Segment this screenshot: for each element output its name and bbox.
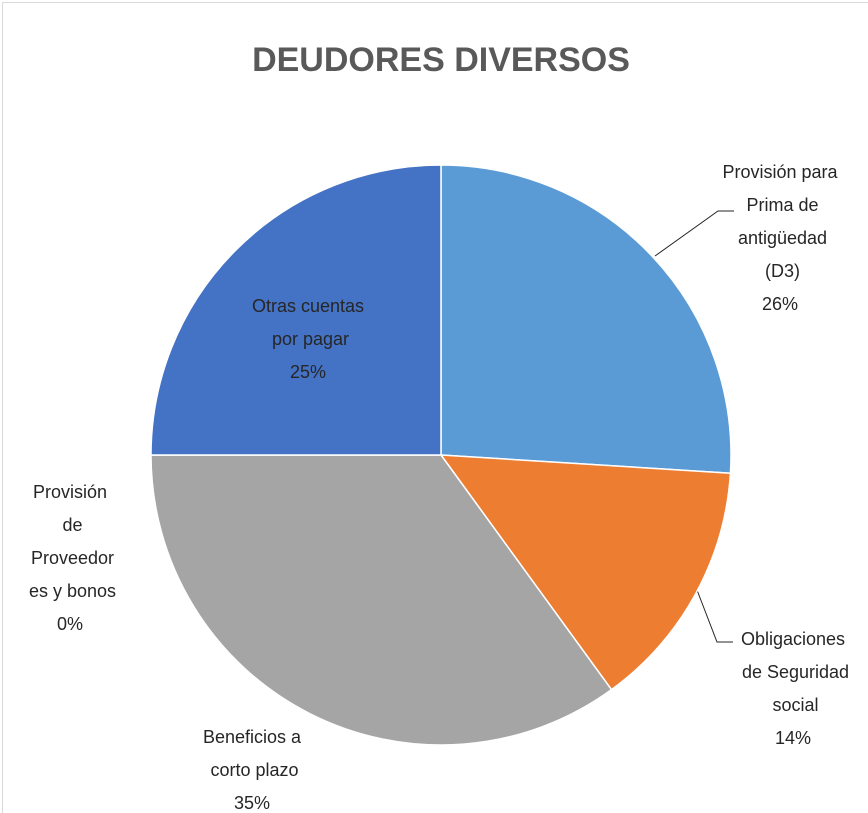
value-label: 14% [775, 728, 811, 748]
slice-label: Provisión para Prima de antigüedad (D3) [722, 162, 838, 281]
pie-slice [439, 454, 732, 691]
label-line: Provisión [33, 482, 107, 502]
label-line: Proveedor [26, 548, 114, 568]
value-label: 35% [234, 793, 270, 813]
pie-slice [150, 454, 613, 746]
label-line: Prima de [741, 195, 818, 215]
label-line: de [57, 515, 82, 535]
slice-label: Otras cuentas por pagar [252, 296, 364, 349]
label-line: (D3) [760, 261, 800, 281]
label-line: corto plazo [205, 760, 298, 780]
pie-slice [150, 164, 442, 456]
label-line: por pagar [267, 329, 349, 349]
slice-label: Provisión de Proveedor es y bonos [24, 482, 116, 601]
label-line: de Seguridad [737, 662, 849, 682]
label-line: social [767, 695, 818, 715]
label-line: Obligaciones [741, 629, 845, 649]
label-line: es y bonos [24, 581, 116, 601]
leader-line [696, 589, 733, 643]
label-line: antigüedad [733, 228, 827, 248]
leader-line [654, 210, 734, 257]
slice-label: Beneficios a corto plazo [203, 727, 302, 780]
label-line: Beneficios a [203, 727, 302, 747]
pie-slice [440, 164, 732, 475]
value-label: 26% [762, 294, 798, 314]
label-line: Provisión para [722, 162, 838, 182]
value-label: 25% [290, 362, 326, 382]
slice-label: Obligaciones de Seguridad social [737, 629, 849, 715]
chart-title: DEUDORES DIVERSOS [252, 41, 630, 79]
label-line: Otras cuentas [252, 296, 364, 316]
value-label: 0% [57, 614, 83, 634]
